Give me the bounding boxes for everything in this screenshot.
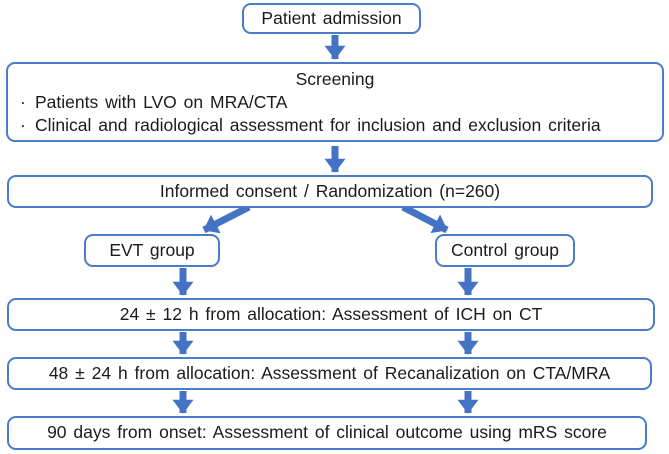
node-ich-assessment: 24 ± 12 h from allocation: Assessment of… (7, 298, 655, 331)
node-patient-admission: Patient admission (242, 3, 421, 34)
node-control-group: Control group (435, 234, 575, 267)
bullet-text: Clinical and radiological assessment for… (35, 114, 601, 135)
node-label: 24 ± 12 h from allocation: Assessment of… (119, 303, 543, 324)
arrow-consent-to-evt (202, 203, 251, 234)
node-label: EVT group (109, 239, 195, 260)
arrow-consent-to-control (401, 203, 449, 234)
node-label: Control group (450, 239, 560, 260)
screening-bullet: · Patients with LVO on MRA/CTA (8, 92, 662, 114)
screening-bullet: · Clinical and radiological assessment f… (8, 115, 662, 137)
node-label: 90 days from onset: Assessment of clinic… (47, 422, 607, 443)
node-evt-group: EVT group (84, 234, 220, 267)
node-label: 48 ± 24 h from allocation: Assessment of… (48, 362, 611, 383)
bullet-text: Patients with LVO on MRA/CTA (35, 91, 288, 112)
bullet-dot-icon: · (20, 114, 26, 135)
screening-title: Screening (295, 69, 375, 89)
node-recanalization-assessment: 48 ± 24 h from allocation: Assessment of… (7, 357, 652, 390)
bullet-dot-icon: · (20, 91, 26, 112)
node-clinical-outcome: 90 days from onset: Assessment of clinic… (7, 416, 647, 450)
node-label: Patient admission (261, 7, 402, 28)
node-label: Informed consent / Randomization (n=260) (159, 180, 501, 201)
node-informed-consent-randomization: Informed consent / Randomization (n=260) (7, 175, 653, 208)
node-screening: Screening · Patients with LVO on MRA/CTA… (6, 62, 664, 142)
